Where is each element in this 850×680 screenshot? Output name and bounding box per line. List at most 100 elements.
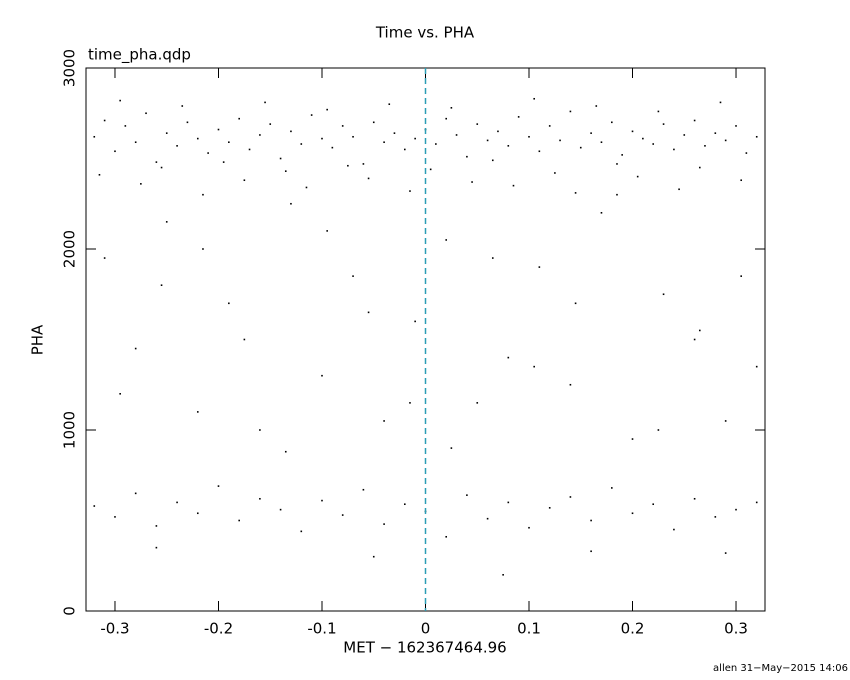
x-tick-label: 0.2 (621, 620, 645, 638)
data-point (755, 365, 758, 368)
data-point (642, 137, 644, 140)
data-point (698, 329, 701, 332)
data-point (595, 105, 598, 107)
data-point (243, 338, 246, 341)
data-point (657, 110, 660, 113)
data-point (352, 275, 354, 277)
data-point (367, 177, 370, 180)
data-point (300, 530, 303, 533)
data-point (611, 487, 613, 489)
data-point (228, 141, 230, 144)
data-point (662, 293, 665, 296)
data-point (362, 488, 365, 491)
data-point (160, 284, 163, 286)
data-point (393, 132, 396, 134)
data-point (103, 119, 106, 122)
data-point (590, 132, 592, 134)
data-point (445, 117, 448, 120)
data-point (93, 505, 96, 507)
data-point (310, 114, 313, 116)
data-point (264, 101, 266, 104)
data-point (331, 146, 334, 149)
data-point (616, 163, 618, 165)
data-point (698, 166, 701, 169)
data-point (119, 99, 121, 102)
data-point (497, 130, 499, 133)
data-point (290, 130, 292, 133)
data-point (507, 356, 510, 359)
data-point (476, 123, 479, 125)
data-point (347, 164, 349, 167)
data-point (165, 132, 168, 134)
data-point (714, 132, 717, 134)
data-point (616, 193, 618, 196)
data-point (538, 266, 541, 268)
data-point (719, 101, 722, 104)
data-point (134, 492, 137, 495)
data-point (155, 525, 158, 527)
data-point (636, 175, 639, 178)
data-point (533, 365, 535, 368)
data-point (341, 125, 344, 127)
data-point (714, 516, 717, 518)
data-point (528, 135, 530, 138)
y-axis-label: PHA (29, 324, 47, 355)
data-point (724, 139, 727, 142)
data-point (590, 519, 592, 522)
data-point (238, 117, 240, 120)
x-tick-label: 0.1 (517, 620, 541, 638)
data-point (491, 257, 494, 259)
data-point (538, 150, 541, 153)
data-point (196, 512, 199, 515)
data-point (134, 347, 137, 350)
data-point (579, 146, 582, 149)
data-point (621, 154, 623, 156)
data-point (228, 302, 230, 305)
data-point (683, 134, 686, 136)
data-point (321, 374, 323, 377)
data-point (693, 338, 696, 341)
data-point (383, 523, 385, 525)
data-point (98, 173, 101, 176)
data-point (673, 528, 675, 531)
data-point (362, 163, 365, 165)
data-point (196, 411, 199, 413)
data-point (600, 141, 603, 144)
data-point (352, 135, 354, 138)
data-point (517, 116, 520, 118)
data-point (693, 497, 696, 500)
data-point (300, 143, 303, 145)
data-point (403, 148, 406, 151)
data-point (217, 485, 220, 487)
data-point (554, 172, 556, 174)
data-point (528, 526, 530, 529)
data-point (269, 123, 272, 125)
data-point (134, 141, 137, 144)
chart-title: Time vs. PHA (375, 24, 475, 42)
data-point (652, 503, 655, 506)
data-point (414, 137, 416, 140)
data-point (735, 508, 737, 511)
data-point (574, 302, 577, 305)
data-point (259, 429, 261, 431)
data-point (196, 137, 199, 140)
data-point (450, 447, 453, 449)
y-tick-label: 1000 (61, 411, 79, 449)
data-point (103, 257, 106, 259)
data-point (435, 143, 437, 145)
data-point (657, 429, 660, 431)
data-point (279, 508, 282, 511)
data-point (569, 383, 572, 386)
data-point (631, 512, 634, 515)
data-point (372, 121, 375, 124)
data-point (548, 125, 551, 127)
data-point (631, 130, 634, 133)
x-tick-label: 0 (421, 620, 431, 638)
data-point (569, 110, 572, 113)
data-point (202, 248, 204, 250)
data-point (207, 152, 209, 154)
data-point (652, 143, 655, 145)
data-point (740, 275, 742, 277)
data-point (284, 450, 287, 453)
